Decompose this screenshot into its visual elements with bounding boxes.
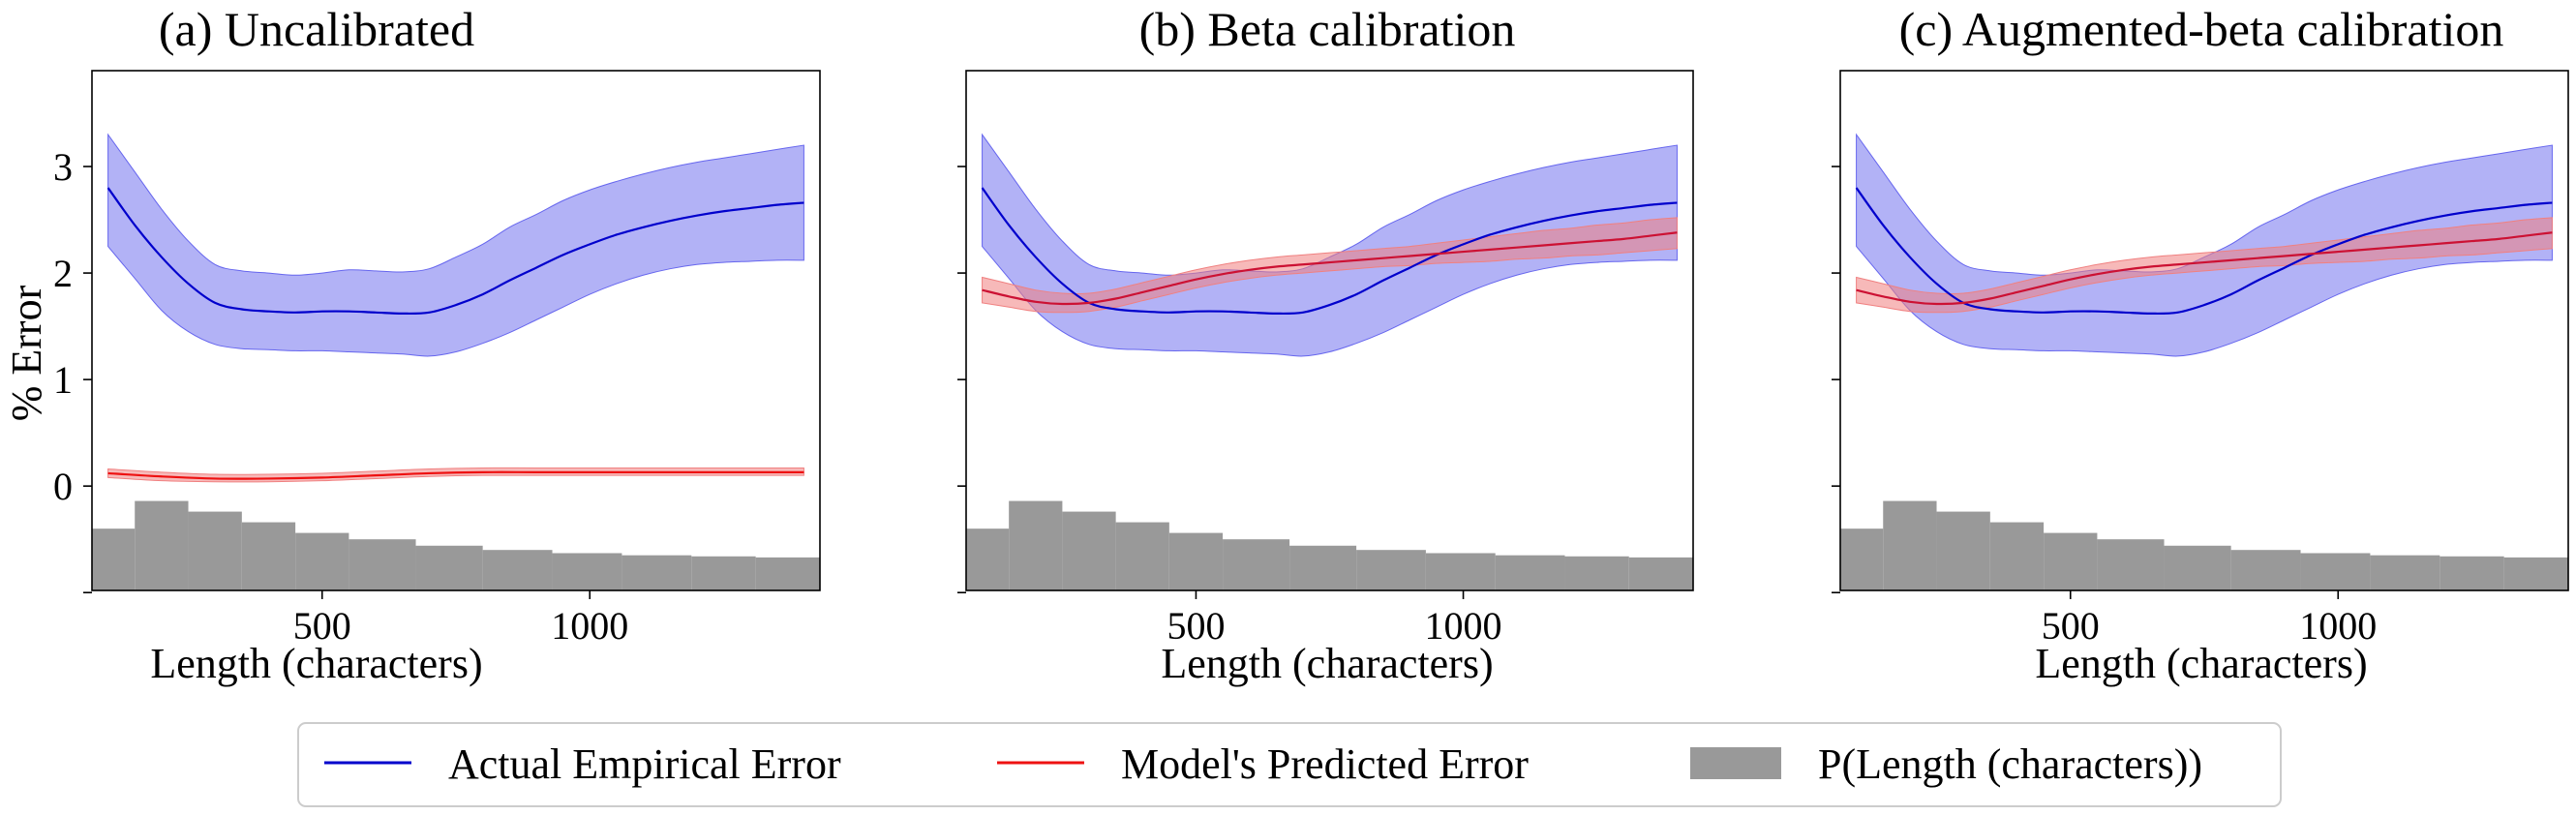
histogram-bar (1223, 539, 1290, 590)
histogram-bar (2503, 557, 2568, 590)
histogram-bar (2230, 550, 2301, 590)
plot-area: 0 1 2 3 500 1000 (53, 70, 821, 648)
histogram-bar (1168, 532, 1224, 590)
histogram-bar (966, 528, 1010, 590)
panel-beta-calibration: (b) Beta calibration Length (characters)… (957, 2, 1694, 687)
x-tick-label: 1000 (1425, 604, 1502, 648)
x-axis-label: Length (characters) (1161, 640, 1493, 687)
histogram-bar (2300, 553, 2371, 590)
histogram-bar (295, 532, 349, 590)
panel-augmented-beta-calibration: (c) Augmented-beta calibration Length (c… (1832, 2, 2569, 687)
y-tick-label: 0 (53, 465, 73, 508)
histogram-bar (2097, 539, 2165, 590)
plot-area: 500 1000 (1832, 70, 2569, 648)
histogram-bar (2370, 555, 2440, 590)
histogram-bar (1115, 522, 1169, 590)
histogram-bar (1564, 556, 1629, 590)
histogram-bar (415, 545, 483, 590)
histogram-bar (1989, 522, 2045, 590)
panel-uncalibrated: (a) Uncalibrated % Error Length (charact… (3, 2, 821, 687)
legend-swatch-histogram (1690, 747, 1781, 779)
histogram-bar (92, 528, 136, 590)
x-axis-label: Length (characters) (150, 640, 482, 687)
plot-frame (965, 70, 1694, 591)
histogram-bar (1009, 500, 1063, 590)
series-line-predicted (1856, 231, 2553, 306)
histogram-bar (2044, 532, 2098, 590)
plot-frame (1839, 70, 2569, 591)
panel-title: (a) Uncalibrated (159, 2, 474, 56)
histogram-bar (621, 555, 692, 590)
legend-label-predicted: Model's Predicted Error (1121, 740, 1529, 788)
series-line-empirical (1855, 187, 2553, 316)
x-axis-label: Length (characters) (2035, 640, 2367, 687)
histogram-bar (2440, 556, 2504, 590)
legend-frame (297, 722, 2282, 807)
plot-contents (92, 133, 820, 590)
histogram-bar (1356, 550, 1426, 590)
plot-contents (1840, 133, 2568, 590)
x-tick-label: 1000 (2299, 604, 2377, 648)
histogram-bar (1289, 545, 1357, 590)
y-tick-label: 1 (53, 358, 73, 402)
y-axis-label: % Error (3, 285, 50, 421)
histogram-bar (1840, 528, 1884, 590)
histogram-bar (1495, 555, 1565, 590)
histogram-bar (349, 539, 416, 590)
series-line-empirical (106, 187, 804, 316)
legend-label-empirical: Actual Empirical Error (448, 740, 841, 788)
series-line-empirical (981, 187, 1678, 316)
x-tick-label: 500 (2042, 604, 2100, 648)
legend-label-histogram: P(Length (characters)) (1818, 740, 2202, 788)
histogram-bar (1425, 553, 1496, 590)
plot-frame (91, 70, 821, 591)
histogram-bar (482, 550, 553, 590)
plot-area: 500 1000 (957, 70, 1694, 648)
histogram-bar (188, 511, 242, 590)
histogram-bar (1936, 511, 1990, 590)
histogram-bar (1628, 557, 1693, 590)
x-tick-label: 500 (1167, 604, 1225, 648)
histogram-bar (691, 556, 756, 590)
histogram-bar (1883, 500, 1937, 590)
histogram-bar (755, 557, 820, 590)
confidence-band-empirical (107, 133, 804, 357)
series-line-predicted (107, 470, 804, 480)
legend: Actual Empirical Error Model's Predicted… (297, 722, 2282, 807)
panel-title: (c) Augmented-beta calibration (1899, 2, 2504, 56)
histogram-bar (135, 500, 189, 590)
x-tick-label: 500 (293, 604, 351, 648)
histogram-bar (1062, 511, 1116, 590)
y-tick-label: 2 (53, 252, 73, 295)
plot-contents (966, 133, 1693, 590)
histogram-bar (2164, 545, 2231, 590)
histogram-bar (241, 522, 296, 590)
series-line-predicted (982, 231, 1678, 306)
x-tick-label: 1000 (551, 604, 628, 648)
y-tick-label: 3 (53, 145, 73, 189)
panel-title: (b) Beta calibration (1139, 2, 1516, 56)
histogram-bar (552, 553, 622, 590)
